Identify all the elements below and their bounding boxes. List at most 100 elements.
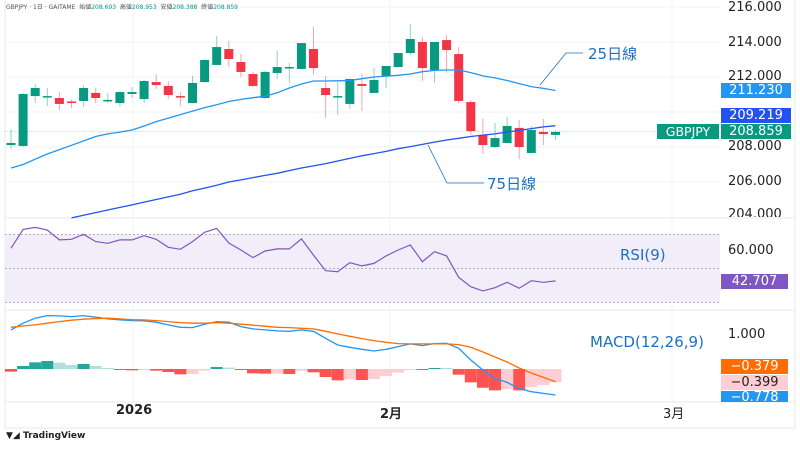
candle-body: [514, 127, 524, 147]
candle-body: [321, 88, 331, 96]
ma25-annotation-pointer: [539, 52, 583, 86]
candle-body: [393, 53, 403, 68]
candle-body: [369, 79, 379, 93]
last-price-badge: 208.859: [721, 124, 791, 139]
rsi-value-badge: 42.707: [721, 274, 788, 289]
ma75-annotation: 75日線: [487, 175, 537, 193]
price-tick: 214.000: [728, 35, 782, 50]
candle-body: [538, 131, 548, 135]
candle-body: [478, 134, 488, 146]
symbol-header: GBPJPY · 1日 · GAITAME 始値208.693 高値208.95…: [6, 2, 238, 11]
high-value: 208.953: [131, 4, 157, 11]
open-value: 208.693: [91, 4, 117, 11]
histogram-bar: [271, 369, 284, 374]
candle-body: [272, 67, 282, 73]
histogram-bar: [319, 369, 332, 378]
low-value: 208.388: [172, 4, 198, 11]
rsi-tick: 60.000: [728, 243, 774, 258]
histogram-bar: [150, 369, 163, 371]
histogram-bar: [392, 369, 405, 373]
symbol-info: GBPJPY · 1日 · GAITAME: [6, 4, 76, 11]
histogram-bar: [404, 369, 417, 370]
macd-histogram: [5, 360, 562, 391]
signal-line: [10, 317, 556, 383]
candle-body: [200, 60, 210, 83]
histogram-bar: [440, 367, 453, 369]
histogram-bar: [283, 369, 296, 375]
candle-body: [139, 81, 149, 100]
histogram-bar: [368, 369, 380, 380]
histogram-bar: [355, 369, 368, 381]
histogram-bar: [5, 369, 17, 372]
ma75-price-badge: 209.219: [721, 108, 791, 123]
histogram-bar: [77, 363, 90, 369]
histogram-bar: [259, 369, 272, 374]
candle-body: [175, 96, 185, 98]
low-label: 安値: [160, 4, 173, 11]
candle-body: [526, 130, 536, 153]
histogram-bar: [162, 369, 175, 373]
candle-body: [345, 78, 355, 104]
histogram-bar: [29, 362, 42, 369]
histogram-bar: [234, 369, 247, 370]
candle-body: [284, 67, 294, 69]
candle-body: [405, 39, 415, 54]
histogram-bar: [307, 369, 320, 373]
histogram-bar: [549, 369, 562, 383]
histogram-bar: [41, 360, 54, 369]
tradingview-logo[interactable]: ▼◢ TradingView: [6, 431, 85, 441]
open-label: 始値: [79, 4, 92, 11]
symbol-badge: GBPJPY: [657, 124, 719, 139]
candle-body: [188, 82, 197, 104]
candle-body: [430, 42, 439, 70]
candle-body: [212, 47, 222, 65]
histogram-bar: [513, 369, 526, 391]
candle-body: [151, 82, 161, 86]
candle-body: [224, 49, 234, 59]
histogram-bar: [416, 369, 429, 371]
macd-tick: 1.000: [728, 327, 766, 342]
candle-body: [103, 99, 113, 102]
candle-body: [502, 126, 512, 143]
candle-body: [42, 96, 52, 98]
ma75-line: [71, 125, 556, 219]
close-label: 終値: [201, 4, 214, 11]
candle-body: [357, 84, 367, 86]
logo-text: TradingView: [22, 431, 86, 441]
candle-body: [30, 88, 40, 97]
candle-body: [551, 131, 560, 135]
candle-body: [417, 42, 427, 69]
histogram-bar: [222, 367, 235, 369]
candle-body: [309, 49, 318, 69]
signal-value-badge: −0.379: [721, 359, 788, 374]
candle-body: [67, 101, 76, 103]
histogram-bar: [126, 369, 138, 371]
price-tick: 212.000: [728, 69, 782, 84]
candle-body: [6, 142, 16, 146]
high-label: 高値: [119, 4, 132, 11]
time-label: 2026: [116, 403, 153, 418]
histogram-bar: [331, 369, 344, 381]
histogram-bar: [489, 369, 501, 391]
histogram-bar: [65, 364, 78, 369]
candle-body: [91, 92, 101, 98]
ma25-annotation: 25日線: [588, 45, 638, 63]
histogram-bar: [476, 369, 489, 388]
histogram-bar: [428, 367, 441, 369]
candle-body: [442, 40, 452, 51]
time-label: 2月: [380, 407, 403, 422]
candle-body: [163, 85, 173, 96]
candle-body: [18, 93, 28, 146]
candle-body: [260, 71, 270, 98]
rsi-line: [10, 226, 556, 292]
histogram-bar: [138, 369, 151, 370]
histogram-value-badge: −0.399: [721, 375, 788, 390]
ma25-line: [10, 69, 556, 169]
histogram-bar: [174, 369, 187, 375]
candle-body: [79, 88, 89, 101]
close-value: 208.859: [213, 4, 238, 11]
histogram-bar: [113, 369, 126, 371]
histogram-bar: [380, 369, 393, 377]
histogram-bar: [247, 369, 259, 374]
